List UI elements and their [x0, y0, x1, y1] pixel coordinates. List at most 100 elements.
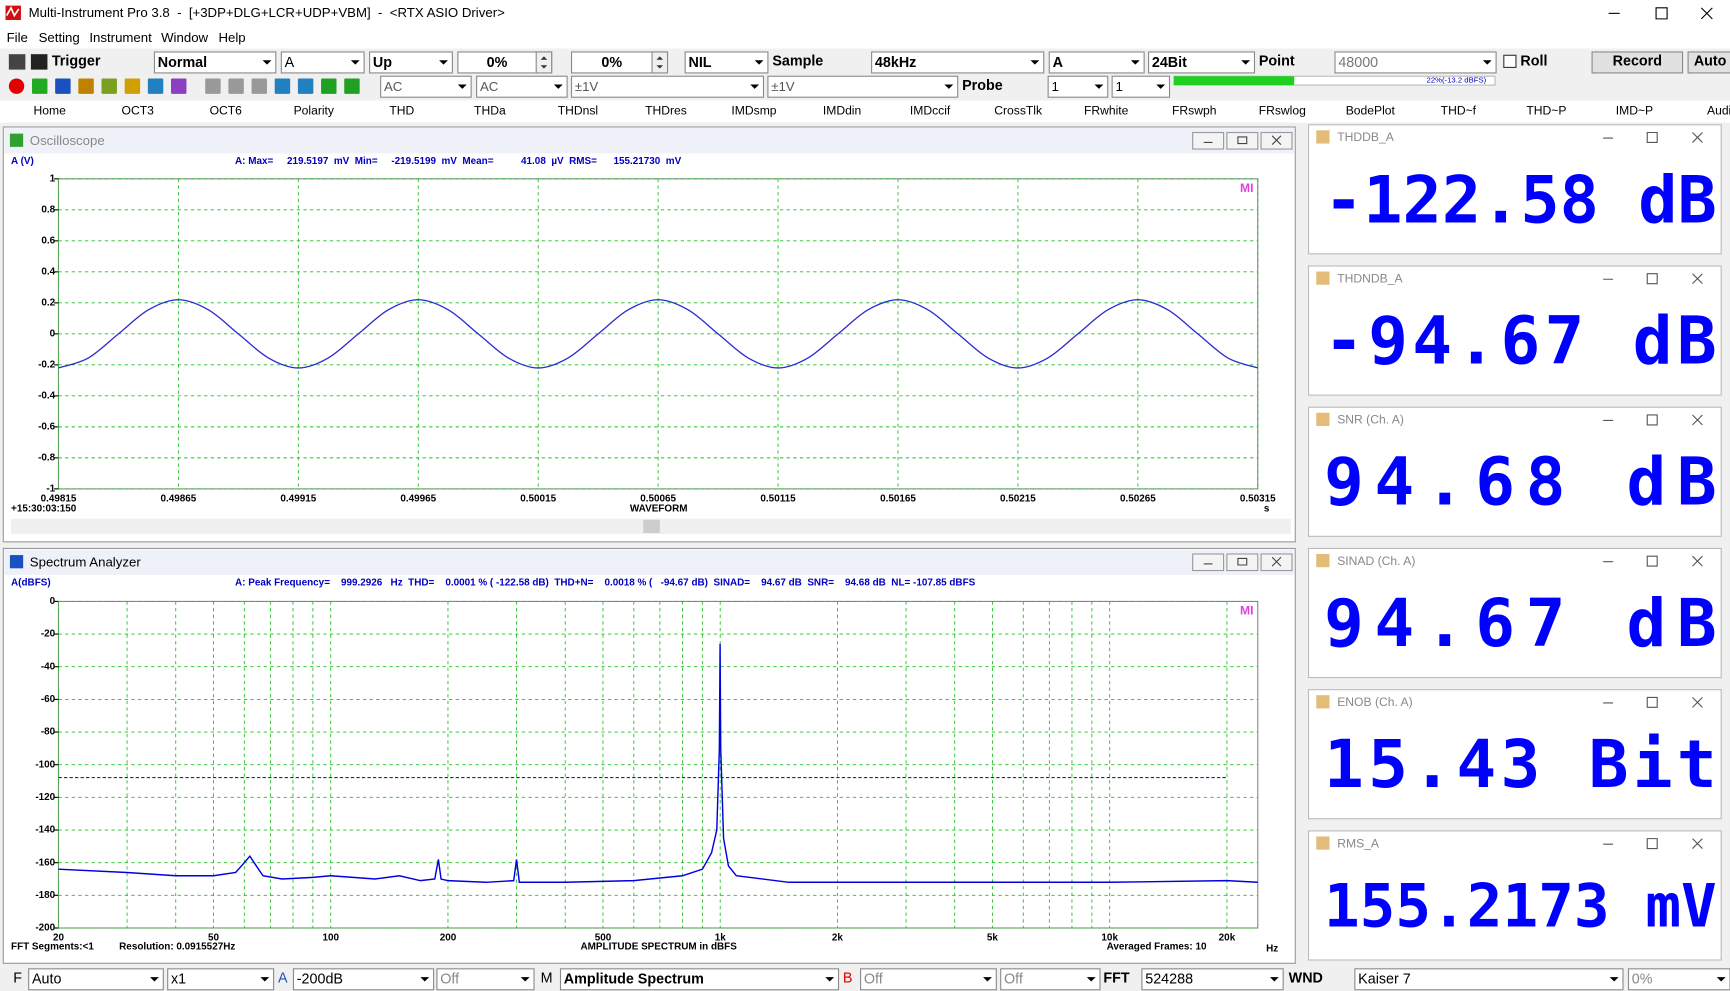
- tab[interactable]: IMDsmp: [731, 104, 776, 118]
- tab[interactable]: FRswlog: [1259, 104, 1306, 118]
- tab[interactable]: THD~f: [1441, 104, 1477, 118]
- tab[interactable]: IMDdin: [823, 104, 861, 118]
- combo-box[interactable]: [1148, 51, 1256, 74]
- panel-buttons[interactable]: [1603, 414, 1703, 426]
- tool-icon[interactable]: [205, 78, 221, 94]
- maximize-button[interactable]: [1226, 131, 1259, 150]
- tool-icon[interactable]: [101, 78, 117, 94]
- combo-box[interactable]: [476, 75, 568, 98]
- combo-box[interactable]: [1047, 75, 1109, 98]
- status-label: F: [13, 971, 22, 987]
- tab[interactable]: IMDccif: [910, 104, 951, 118]
- tab[interactable]: OCT3: [122, 104, 155, 118]
- panel-buttons[interactable]: [1603, 696, 1703, 708]
- combo-box[interactable]: [28, 968, 164, 991]
- combo-box[interactable]: [1334, 51, 1497, 74]
- tab[interactable]: IMD~P: [1616, 104, 1653, 118]
- combo-box[interactable]: [1048, 51, 1145, 74]
- combo-box[interactable]: [380, 75, 472, 98]
- tool-icon[interactable]: [171, 78, 187, 94]
- tool-icon[interactable]: [274, 78, 291, 94]
- tab[interactable]: FRswph: [1172, 104, 1216, 118]
- tool-icon[interactable]: [124, 78, 141, 94]
- combo-box[interactable]: [1000, 968, 1101, 991]
- tab[interactable]: Polarity: [294, 104, 335, 118]
- checkbox[interactable]: [1503, 54, 1517, 68]
- y-tick-label: -80: [41, 727, 56, 738]
- combo-box[interactable]: [369, 51, 453, 74]
- combo-box[interactable]: [860, 968, 997, 991]
- tab[interactable]: OCT6: [210, 104, 243, 118]
- combo-box[interactable]: [167, 968, 275, 991]
- combo-box[interactable]: [153, 51, 277, 74]
- combo-box[interactable]: [684, 51, 769, 74]
- panel-value: 15.43 Bit: [1324, 726, 1717, 803]
- button-label[interactable]: Auto: [1694, 54, 1727, 70]
- menu-item[interactable]: Instrument: [89, 30, 152, 45]
- tool-icon[interactable]: [30, 54, 48, 70]
- maximize-button[interactable]: [1655, 7, 1668, 20]
- button[interactable]: [1687, 51, 1730, 74]
- panel-icon: [1316, 130, 1330, 144]
- minimize-button[interactable]: [1192, 553, 1225, 572]
- tab[interactable]: THDa: [474, 104, 506, 118]
- tool-icon[interactable]: [78, 78, 94, 94]
- combo-box[interactable]: [280, 51, 365, 74]
- tab[interactable]: FRwhite: [1084, 104, 1129, 118]
- close-button[interactable]: [1700, 7, 1713, 20]
- tool-icon[interactable]: [31, 78, 48, 94]
- tab[interactable]: Home: [33, 104, 66, 118]
- combo-box[interactable]: [1354, 968, 1624, 991]
- combo-box[interactable]: [871, 51, 1045, 74]
- scrollbar-thumb[interactable]: [643, 519, 660, 534]
- combo-box[interactable]: [559, 968, 840, 991]
- combo-box[interactable]: [767, 75, 959, 98]
- spin-button[interactable]: [651, 51, 669, 74]
- button-label[interactable]: Record: [1613, 54, 1662, 70]
- panel-buttons[interactable]: [1603, 555, 1703, 567]
- menu-item[interactable]: Setting: [39, 30, 80, 45]
- minimize-button[interactable]: [1192, 131, 1225, 150]
- tool-icon[interactable]: [251, 78, 268, 94]
- combo-box[interactable]: [436, 968, 535, 991]
- tab[interactable]: THDnsl: [558, 104, 598, 118]
- tool-icon[interactable]: [147, 78, 164, 94]
- combo-box[interactable]: [1627, 968, 1730, 991]
- tab[interactable]: THD~P: [1526, 104, 1566, 118]
- panel-label: SINAD (Ch. A): [1337, 554, 1415, 568]
- dropdown-arrow: [825, 977, 835, 982]
- tab[interactable]: CrossTlk: [994, 104, 1043, 118]
- spin-button[interactable]: [535, 51, 553, 74]
- y-tick-label: 0.4: [41, 266, 55, 277]
- menu-item[interactable]: File: [7, 30, 28, 45]
- tool-icon[interactable]: [8, 78, 25, 94]
- tool-icon[interactable]: [55, 78, 71, 94]
- tab[interactable]: THD: [389, 104, 414, 118]
- tool-icon[interactable]: [8, 54, 26, 70]
- panel-buttons[interactable]: [1603, 131, 1703, 143]
- tab[interactable]: Audio: [1707, 104, 1730, 118]
- tool-icon[interactable]: [228, 78, 244, 94]
- combo-value: Off: [1004, 972, 1023, 988]
- panel-label: THDDB_A: [1337, 130, 1395, 144]
- menu-item[interactable]: Help: [218, 30, 245, 45]
- button[interactable]: [1591, 51, 1684, 74]
- panel-buttons[interactable]: [1603, 273, 1703, 285]
- window-title: Spectrum Analyzer: [30, 554, 142, 569]
- tab[interactable]: BodePlot: [1346, 104, 1396, 118]
- panel-icon: [1316, 836, 1330, 850]
- tool-icon[interactable]: [297, 78, 314, 94]
- toolbar-label: Probe: [962, 78, 1003, 94]
- tab[interactable]: THDres: [645, 104, 687, 118]
- tool-icon[interactable]: [321, 78, 337, 94]
- combo-box[interactable]: [292, 968, 435, 991]
- menu-item[interactable]: Window: [161, 30, 208, 45]
- y-tick-label: -0.6: [38, 421, 56, 432]
- dropdown-arrow: [1156, 84, 1166, 89]
- combo-box[interactable]: [570, 75, 765, 98]
- panel-buttons[interactable]: [1603, 838, 1703, 850]
- combo-box[interactable]: [1141, 968, 1284, 991]
- tool-icon[interactable]: [344, 78, 360, 94]
- maximize-button[interactable]: [1226, 553, 1259, 572]
- combo-box[interactable]: [1111, 75, 1171, 98]
